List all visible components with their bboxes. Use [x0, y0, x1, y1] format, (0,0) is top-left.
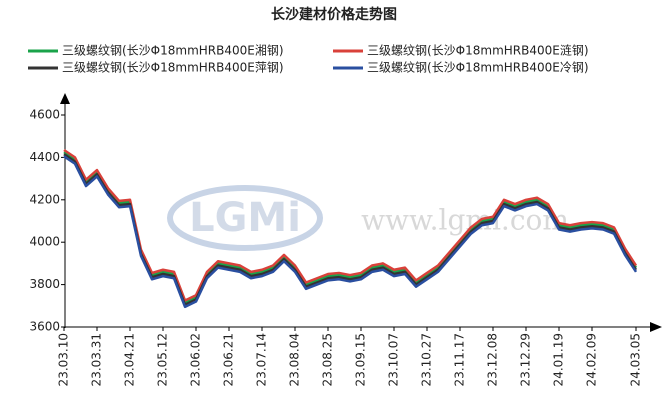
x-tick-label: 23.07.14 — [255, 333, 269, 386]
legend-label: 三级螺纹钢(长沙Φ18mmHRB400E涟钢) — [367, 43, 589, 58]
y-tick-label: 3800 — [29, 277, 60, 291]
x-tick-label: 24.02.09 — [585, 333, 599, 386]
logo: LGMi — [189, 195, 301, 241]
y-arrow — [60, 93, 70, 104]
y-tick-label: 4400 — [29, 150, 60, 164]
legend-label: 三级螺纹钢(长沙Φ18mmHRB400E冷钢) — [367, 61, 589, 75]
series-line — [63, 148, 638, 302]
series-line — [63, 155, 638, 309]
y-tick-label: 4600 — [29, 108, 60, 122]
x-tick-label: 23.06.02 — [189, 333, 203, 386]
x-tick-label: 23.04.21 — [123, 333, 137, 386]
x-arrow — [650, 322, 662, 332]
logo-ring — [167, 185, 323, 251]
x-tick-label: 23.06.21 — [222, 333, 236, 386]
x-tick-label: 23.10.27 — [420, 333, 434, 386]
x-tick-label: 23.08.25 — [321, 333, 335, 386]
x-tick-label: 23.08.04 — [288, 333, 302, 386]
x-tick-label: 23.12.08 — [486, 333, 500, 386]
x-tick-label: 24.03.05 — [629, 333, 643, 386]
y-tick-label: 4200 — [29, 192, 60, 206]
series-line — [63, 151, 638, 304]
y-tick-label: 3600 — [29, 320, 60, 334]
x-tick-label: 23.12.29 — [519, 333, 533, 386]
x-tick-label: 23.09.15 — [354, 333, 368, 386]
x-tick-label: 23.03.31 — [90, 333, 104, 386]
series-line — [63, 153, 638, 306]
chart-title: 长沙建材价格走势图 — [271, 6, 397, 23]
x-tick-label: 23.11.17 — [453, 333, 467, 386]
legend-label: 三级螺纹钢(长沙Φ18mmHRB400E萍钢) — [62, 61, 284, 75]
x-tick-label: 24.01.19 — [552, 333, 566, 386]
watermark: www.lgmi.com — [361, 204, 569, 237]
x-tick-label: 23.03.10 — [57, 333, 71, 386]
legend-label: 三级螺纹钢(长沙Φ18mmHRB400E湘钢) — [62, 43, 284, 58]
x-tick-label: 23.10.07 — [387, 333, 401, 386]
y-tick-label: 4000 — [29, 235, 60, 249]
x-tick-label: 23.05.12 — [156, 333, 170, 386]
